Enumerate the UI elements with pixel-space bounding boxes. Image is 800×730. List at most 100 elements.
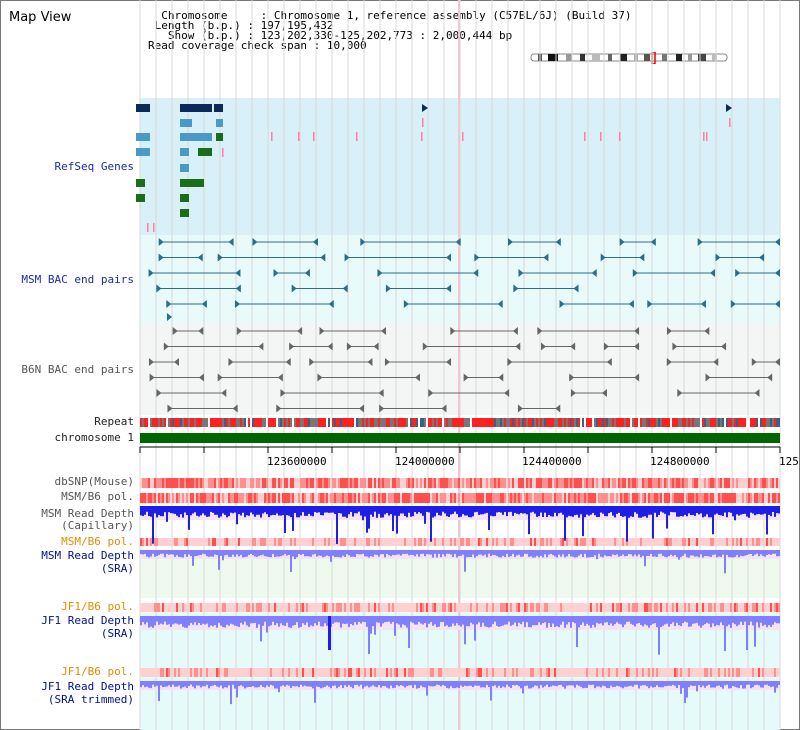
heat-cell — [376, 603, 378, 612]
depth-bar — [712, 616, 714, 624]
heat-cell — [538, 538, 540, 546]
depth-bar — [530, 506, 532, 513]
heat-cell — [224, 478, 226, 488]
repeat-segment — [506, 418, 508, 427]
depth-bar — [544, 506, 546, 513]
heat-cell — [530, 478, 532, 488]
heat-cell — [718, 668, 720, 677]
depth-bar — [526, 506, 528, 515]
repeat-segment — [360, 418, 362, 427]
depth-bar — [634, 616, 636, 627]
heat-cell — [324, 493, 326, 503]
heat-cell — [660, 603, 662, 612]
depth-bar — [724, 681, 726, 686]
heat-cell — [750, 478, 752, 488]
repeat-segment — [626, 418, 628, 427]
heat-cell — [702, 538, 704, 546]
repeat-segment — [160, 418, 162, 427]
heat-cell — [424, 478, 426, 488]
repeat-segment — [610, 418, 612, 427]
repeat-segment — [542, 418, 544, 427]
depth-bar — [606, 681, 608, 688]
heat-cell — [756, 603, 758, 612]
depth-bar — [306, 616, 308, 623]
heat-cell — [662, 478, 664, 488]
heat-cell — [498, 493, 500, 503]
depth-bar — [156, 506, 158, 518]
track-label-msm-bac[interactable]: MSM BAC end pairs — [21, 273, 134, 286]
repeat-segment — [628, 418, 630, 427]
heat-cell — [724, 603, 726, 612]
bac-end-marker — [377, 269, 383, 277]
heat-cell — [770, 668, 772, 677]
depth-bar — [348, 506, 350, 515]
repeat-segment — [380, 418, 382, 427]
depth-bar — [204, 616, 206, 625]
heat-cell — [712, 478, 714, 488]
chromosome-ideogram[interactable] — [530, 52, 730, 64]
depth-bar — [684, 681, 686, 703]
bac-end-marker — [713, 358, 719, 366]
heat-cell — [276, 478, 278, 488]
depth-bar — [182, 681, 184, 688]
heat-cell — [570, 668, 572, 677]
depth-bar — [278, 506, 280, 516]
heat-cell — [436, 493, 438, 503]
heat-cell — [408, 603, 410, 612]
heat-cell — [174, 538, 176, 546]
depth-bar — [188, 506, 190, 530]
depth-bar — [690, 550, 692, 556]
repeat-segment — [460, 418, 462, 427]
depth-bar — [302, 550, 304, 554]
heat-cell — [254, 493, 256, 503]
bac-end-marker — [754, 389, 760, 397]
heat-cell — [384, 478, 386, 488]
depth-bar — [186, 506, 188, 516]
heat-cell — [740, 668, 742, 677]
depth-bar — [204, 506, 206, 516]
depth-bar — [758, 506, 760, 514]
heat-cell — [430, 538, 432, 546]
heat-cell — [376, 538, 378, 546]
heat-cell — [600, 478, 602, 488]
repeat-segment — [682, 418, 684, 427]
heat-cell — [220, 668, 222, 677]
heat-cell — [490, 478, 492, 488]
repeat-segment — [140, 418, 142, 427]
repeat-segment — [422, 418, 424, 427]
track-label-refseq[interactable]: RefSeq Genes — [54, 160, 134, 173]
heat-cell — [518, 493, 520, 503]
repeat-segment — [582, 418, 584, 427]
depth-bar — [528, 681, 530, 689]
depth-bar — [566, 550, 568, 557]
heat-cell — [534, 478, 536, 488]
repeat-segment — [444, 418, 446, 427]
heat-cell — [456, 668, 458, 677]
heat-cell — [704, 538, 706, 546]
heat-cell — [216, 603, 218, 612]
depth-bar — [436, 681, 438, 685]
heat-cell — [726, 538, 728, 546]
depth-bar — [628, 506, 630, 518]
depth-bar — [534, 506, 536, 514]
heat-cell — [466, 538, 468, 546]
heat-cell — [636, 493, 638, 503]
track-label-b6n-bac[interactable]: B6N BAC end pairs — [21, 363, 134, 376]
heat-cell — [144, 538, 146, 546]
heat-cell — [568, 478, 570, 488]
heat-cell — [226, 493, 228, 503]
heat-cell — [692, 603, 694, 612]
depth-bar — [478, 506, 480, 515]
heat-cell — [410, 668, 412, 677]
repeat-segment — [394, 418, 396, 427]
heat-cell — [236, 538, 238, 546]
repeat-segment — [576, 418, 578, 427]
heat-cell — [444, 603, 446, 612]
depth-bar — [506, 506, 508, 517]
repeat-segment — [142, 418, 144, 427]
depth-bar — [612, 506, 614, 516]
heat-cell — [502, 603, 504, 612]
heat-cell — [638, 478, 640, 488]
heat-cell — [264, 603, 266, 612]
